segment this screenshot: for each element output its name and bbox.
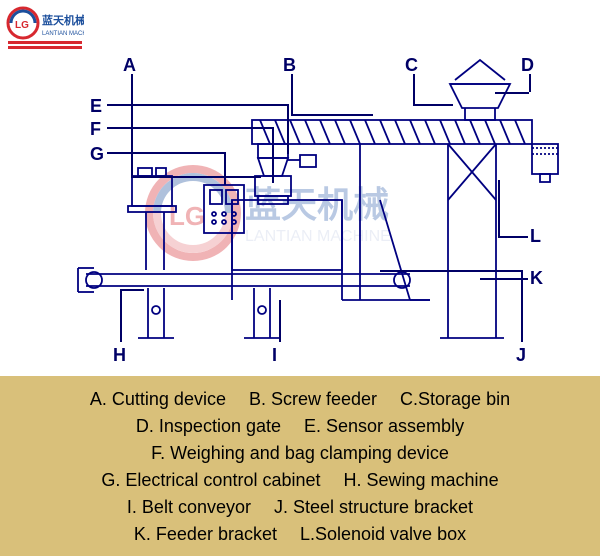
label-h: H <box>113 345 126 366</box>
legend-line-6: K. Feeder bracket L.Solenoid valve box <box>16 521 584 548</box>
legend-area: A. Cutting device B. Screw feeder C.Stor… <box>0 376 600 556</box>
label-b: B <box>283 55 296 76</box>
machine-schematic <box>0 0 600 376</box>
label-c: C <box>405 55 418 76</box>
label-l: L <box>530 226 541 247</box>
label-g: G <box>90 144 104 165</box>
legend-line-5: I. Belt conveyor J. Steel structure brac… <box>16 494 584 521</box>
label-f: F <box>90 119 101 140</box>
legend-line-2: D. Inspection gate E. Sensor assembly <box>16 413 584 440</box>
diagram-area: LG 蓝天机械 LANTIAN MACHINE LG 蓝天机械 LANTIAN … <box>0 0 600 376</box>
label-d: D <box>521 55 534 76</box>
label-j: J <box>516 345 526 366</box>
label-e: E <box>90 96 102 117</box>
legend-line-1: A. Cutting device B. Screw feeder C.Stor… <box>16 386 584 413</box>
label-a: A <box>123 55 136 76</box>
label-i: I <box>272 345 277 366</box>
label-k: K <box>530 268 543 289</box>
legend-line-3: F. Weighing and bag clamping device <box>16 440 584 467</box>
legend-line-4: G. Electrical control cabinet H. Sewing … <box>16 467 584 494</box>
